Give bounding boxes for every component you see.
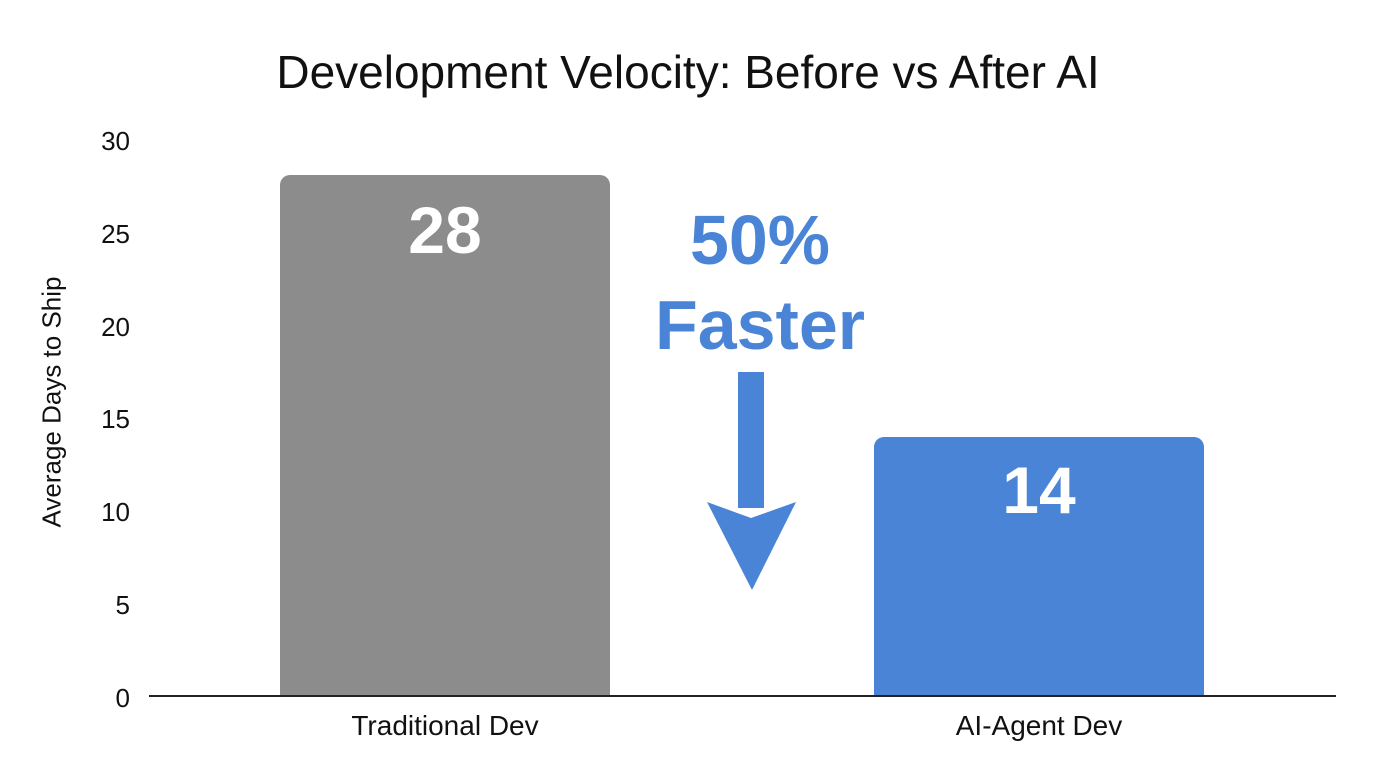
x-axis-line bbox=[149, 695, 1336, 697]
y-tick-15: 15 bbox=[101, 404, 130, 434]
bar-ai-agent-dev: 14 bbox=[874, 437, 1204, 696]
chart-title: Development Velocity: Before vs After AI bbox=[276, 46, 1100, 98]
x-tick-ai-agent-dev: AI-Agent Dev bbox=[955, 710, 1123, 741]
bar-traditional-dev: 28 bbox=[280, 175, 610, 696]
y-tick-10: 10 bbox=[101, 497, 130, 527]
annotation-percent: 50% bbox=[689, 201, 831, 279]
annotation-faster: Faster bbox=[654, 286, 866, 364]
y-tick-0: 0 bbox=[115, 683, 130, 713]
bar-value-label: 14 bbox=[1002, 453, 1076, 527]
y-tick-25: 25 bbox=[101, 219, 130, 249]
y-tick-5: 5 bbox=[115, 590, 130, 620]
x-tick-traditional-dev: Traditional Dev bbox=[351, 710, 539, 741]
y-tick-30: 30 bbox=[101, 126, 130, 156]
down-arrow-icon bbox=[707, 372, 796, 590]
y-tick-20: 20 bbox=[101, 312, 130, 342]
bar-value-label: 28 bbox=[408, 193, 482, 267]
